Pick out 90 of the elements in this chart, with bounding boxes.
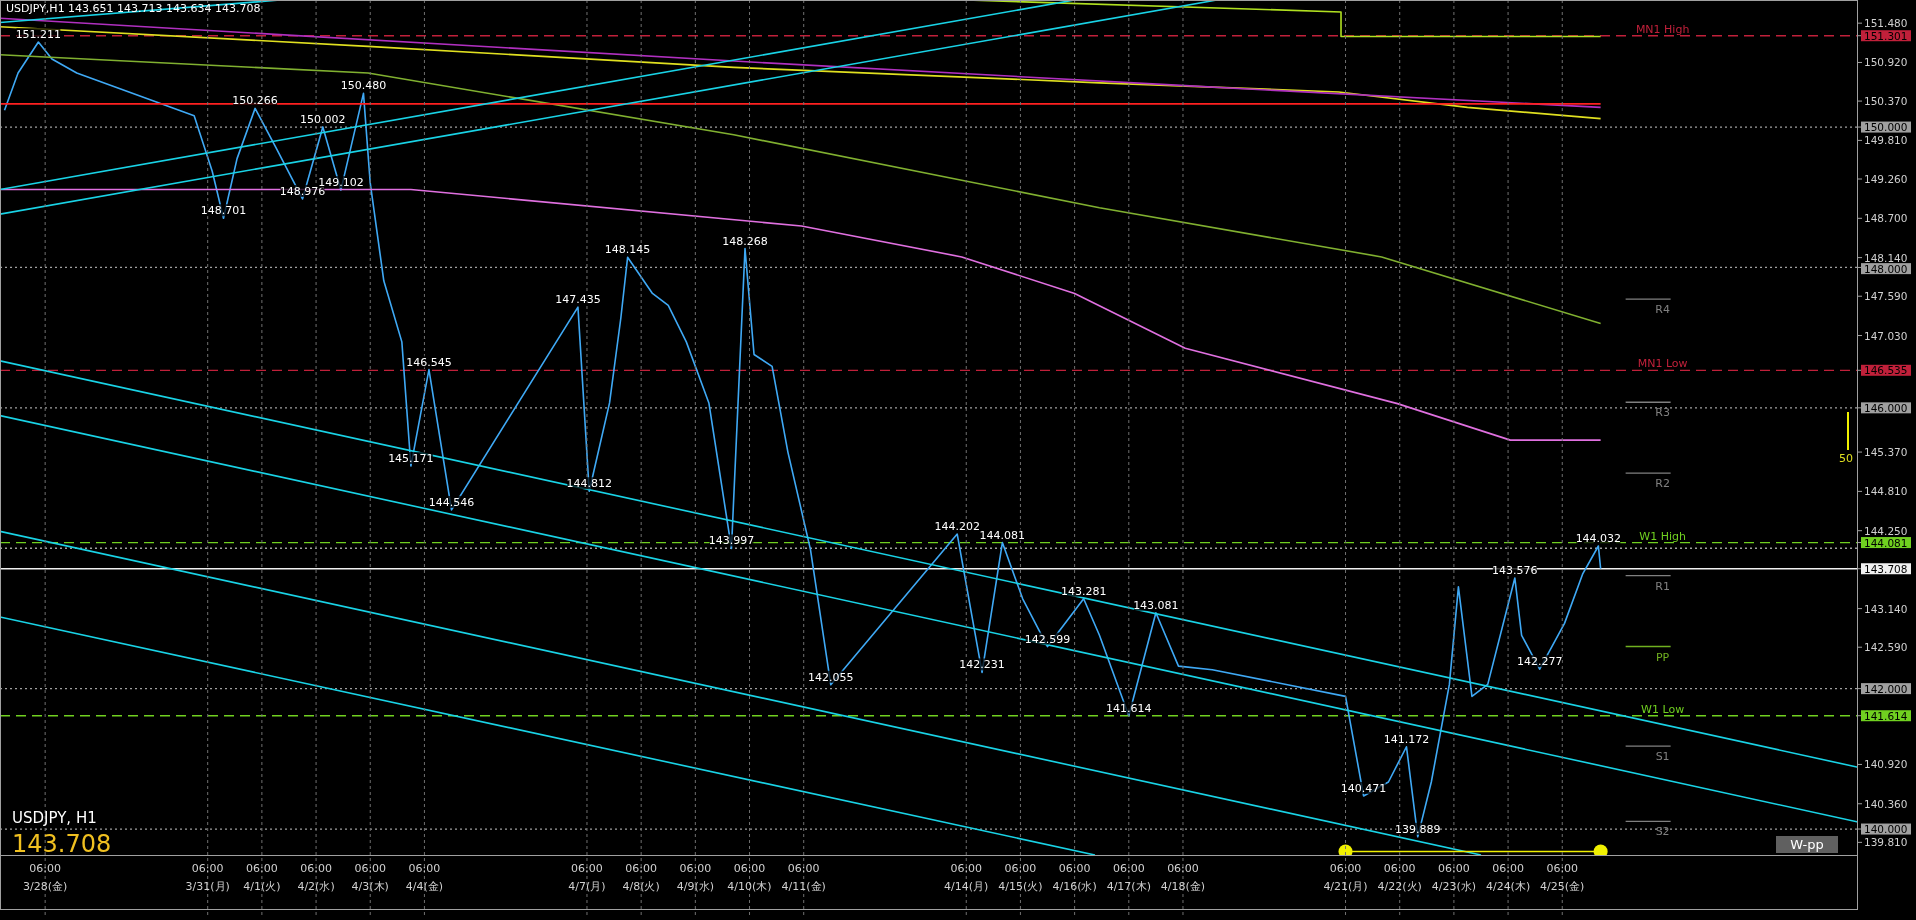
x-tick-label: 06:00 4/14(月) [944, 862, 989, 893]
y-tick-label: 150.920 [1864, 56, 1908, 69]
y-tick-label: 150.370 [1864, 95, 1908, 108]
x-tick-label: 06:00 4/17(木) [1106, 862, 1151, 893]
annotation: 50 [1839, 452, 1853, 465]
x-tick-label: 06:00 4/21(月) [1323, 862, 1368, 893]
annotation: 139.889 [1395, 822, 1441, 836]
x-tick-label: 06:00 4/16(水) [1052, 862, 1097, 893]
x-tick-label: 06:00 4/7(月) [568, 862, 606, 893]
ref-line-label: S1 [1655, 750, 1670, 764]
x-tick-label: 06:00 4/9(水) [676, 862, 714, 893]
y-tick-label: 150.000 [1864, 121, 1908, 134]
annotation: 148.145 [604, 243, 651, 257]
x-tick-label: 06:00 3/28(金) [23, 862, 68, 893]
ref-line-label: R2 [1655, 477, 1670, 491]
x-tick-label: 06:00 4/2(水) [297, 862, 335, 893]
x-tick-label: 06:00 4/18(金) [1160, 862, 1206, 893]
y-tick-label: 147.030 [1864, 329, 1908, 342]
ref-line-label: MN1 Low [1637, 357, 1688, 371]
annotation: 148.268 [722, 234, 768, 248]
annotation: 142.231 [959, 658, 1005, 672]
y-tick-label: 144.810 [1864, 485, 1908, 498]
y-tick-label: 144.081 [1864, 536, 1908, 549]
ref-line-label: W1 High [1639, 529, 1686, 543]
x-tick-label: 06:00 4/4(金) [405, 862, 444, 893]
y-tick-label: 151.301 [1864, 29, 1908, 42]
y-tick-label: 140.000 [1864, 823, 1908, 836]
annotation: 144.812 [566, 477, 612, 491]
annotation: 144.546 [428, 495, 475, 509]
y-tick-label: 146.000 [1864, 401, 1908, 414]
y-tick-label: 151.480 [1864, 17, 1908, 30]
annotation: 142.055 [808, 670, 854, 684]
annotation: 142.599 [1024, 632, 1071, 646]
annotation: 142.277 [1516, 655, 1563, 669]
annotation: 144.202 [934, 520, 980, 534]
y-tick-label: 140.920 [1864, 758, 1908, 771]
annotation: 150.480 [340, 79, 387, 93]
annotation: W-pp [1790, 837, 1824, 852]
x-tick-label: 06:00 4/8(火) [622, 862, 660, 893]
ref-line-label: R3 [1655, 406, 1670, 420]
annotation: 143.997 [708, 534, 755, 548]
y-tick-label: 141.614 [1864, 709, 1908, 722]
ref-line-label: PP [1655, 650, 1670, 664]
y-tick-label: 139.810 [1864, 836, 1908, 849]
x-tick-label: 06:00 4/25(金) [1540, 862, 1585, 893]
annotation: 147.435 [555, 293, 601, 307]
annotation: 151.211 [15, 28, 62, 42]
y-tick-label: 148.000 [1864, 262, 1908, 275]
annotation: USDJPY, H1 [12, 809, 97, 827]
y-tick-label: 149.810 [1864, 134, 1908, 147]
y-tick-label: 147.590 [1864, 290, 1908, 303]
x-tick-label: 06:00 4/1(火) [243, 862, 281, 893]
y-tick-label: 146.535 [1864, 364, 1908, 377]
annotation: 144.032 [1575, 531, 1622, 545]
annotation: 143.081 [1133, 598, 1179, 612]
annotation: 150.266 [232, 94, 278, 108]
annotation: 143.281 [1060, 584, 1107, 598]
annotation: 141.172 [1383, 732, 1430, 746]
x-tick-label: 06:00 4/15(火) [998, 862, 1043, 893]
y-tick-label: 140.360 [1864, 797, 1908, 810]
annotation: 140.471 [1340, 781, 1387, 795]
y-tick-label: 142.000 [1864, 682, 1908, 695]
annotation: 143.576 [1492, 564, 1538, 577]
ref-line-label: R4 [1655, 303, 1670, 317]
annotation: 145.171 [388, 452, 434, 466]
annotation: 144.081 [979, 528, 1026, 542]
y-tick-label: 148.700 [1864, 212, 1908, 225]
x-tick-label: 06:00 4/11(金) [781, 862, 826, 893]
x-tick-label: 06:00 4/3(木) [351, 862, 389, 893]
y-tick-label: 145.370 [1864, 446, 1908, 459]
x-tick-label: 06:00 4/23(水) [1431, 862, 1477, 893]
x-tick-label: 06:00 4/22(火) [1377, 862, 1422, 893]
ref-line-label: MN1 High [1635, 22, 1690, 36]
y-tick-label: 143.140 [1864, 602, 1908, 615]
x-tick-label: 06:00 3/31(月) [185, 862, 230, 893]
annotation: 143.708 [12, 830, 112, 858]
y-tick-label: 142.590 [1864, 641, 1908, 654]
annotation: 146.545 [406, 355, 452, 369]
y-tick-label: 148.140 [1864, 251, 1908, 264]
y-tick-label: 144.250 [1864, 524, 1908, 537]
ref-line-label: S2 [1655, 825, 1670, 839]
y-tick-label: 143.708 [1864, 562, 1908, 575]
annotation: 148.701 [200, 204, 247, 218]
x-tick-label: 06:00 4/10(木) [727, 862, 772, 893]
x-tick-label: 06:00 4/24(木) [1485, 862, 1531, 893]
ref-line-label: R1 [1655, 579, 1670, 593]
annotation: 150.002 [300, 112, 346, 126]
ref-line-label: W1 Low [1641, 702, 1685, 716]
annotation: 141.614 [1106, 701, 1152, 715]
y-tick-label: 149.260 [1864, 173, 1908, 185]
